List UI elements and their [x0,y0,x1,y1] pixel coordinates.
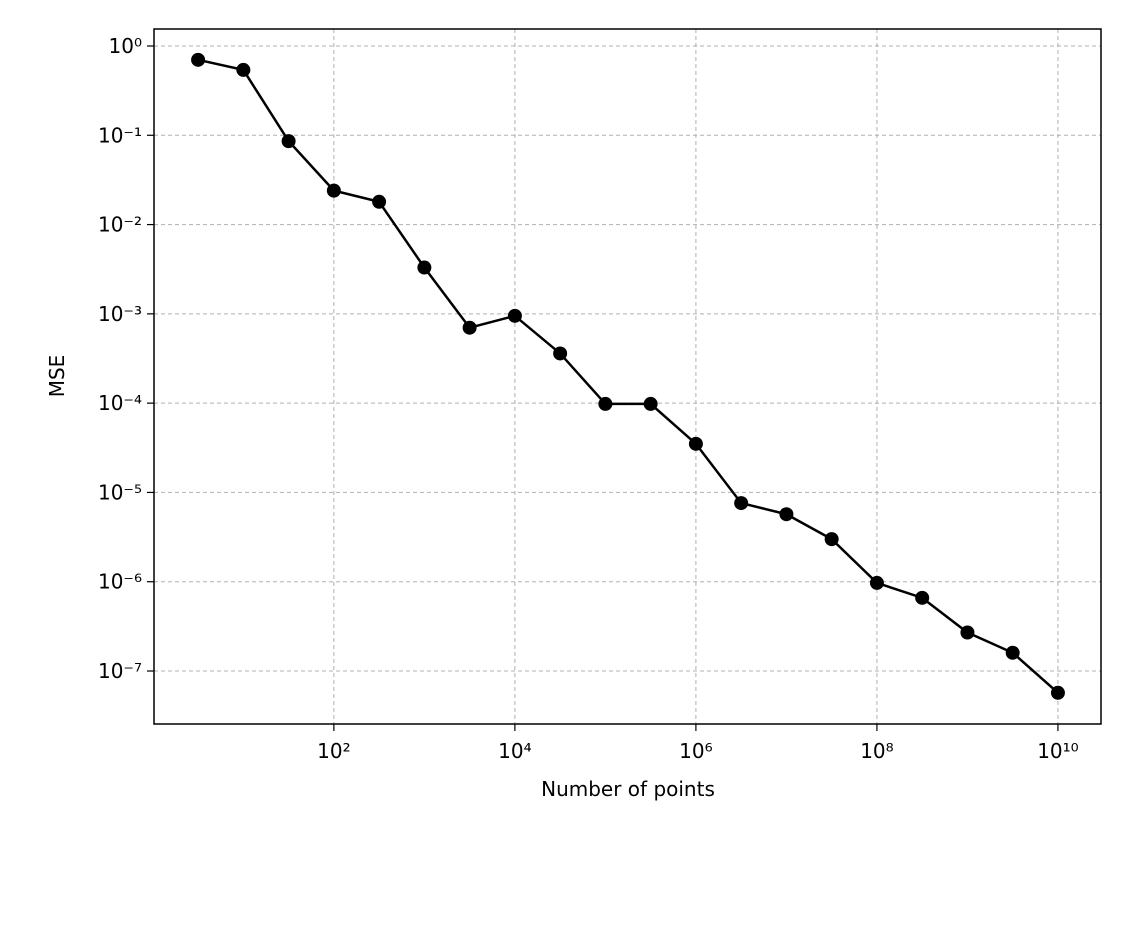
x-tick-label: 10² [317,739,350,763]
data-point [915,590,930,605]
data-point [960,625,975,640]
x-axis-label: Number of points [541,777,715,801]
data-point [643,396,658,411]
x-tick-label: 10⁸ [860,739,893,763]
data-point [1005,645,1020,660]
y-tick-label: 10⁰ [109,34,142,58]
data-point [824,532,839,547]
data-point [372,194,387,209]
data-point [734,496,749,511]
y-tick-label: 10⁻⁴ [98,391,142,415]
y-axis-label: MSE [45,355,69,398]
data-point [236,62,251,77]
x-tick-label: 10¹⁰ [1037,739,1078,763]
data-point [553,346,568,361]
data-point [191,52,206,67]
y-tick-label: 10⁻⁷ [98,659,142,683]
x-tick-label: 10⁶ [679,739,712,763]
data-point [462,320,477,335]
data-point [598,396,613,411]
data-point [869,575,884,590]
data-point [1050,685,1065,700]
y-tick-label: 10⁻¹ [98,123,142,147]
y-tick-label: 10⁻³ [98,302,142,326]
data-point [507,308,522,323]
y-tick-label: 10⁻⁶ [98,570,142,594]
y-tick-label: 10⁻² [98,213,142,237]
data-point [281,134,296,149]
data-point [779,507,794,522]
series-line [197,58,1059,694]
data-point [417,260,432,275]
plot-frame [153,28,1102,725]
data-point [688,436,703,451]
y-tick-label: 10⁻⁵ [98,480,142,504]
data-point [326,183,341,198]
x-tick-label: 10⁴ [498,739,531,763]
